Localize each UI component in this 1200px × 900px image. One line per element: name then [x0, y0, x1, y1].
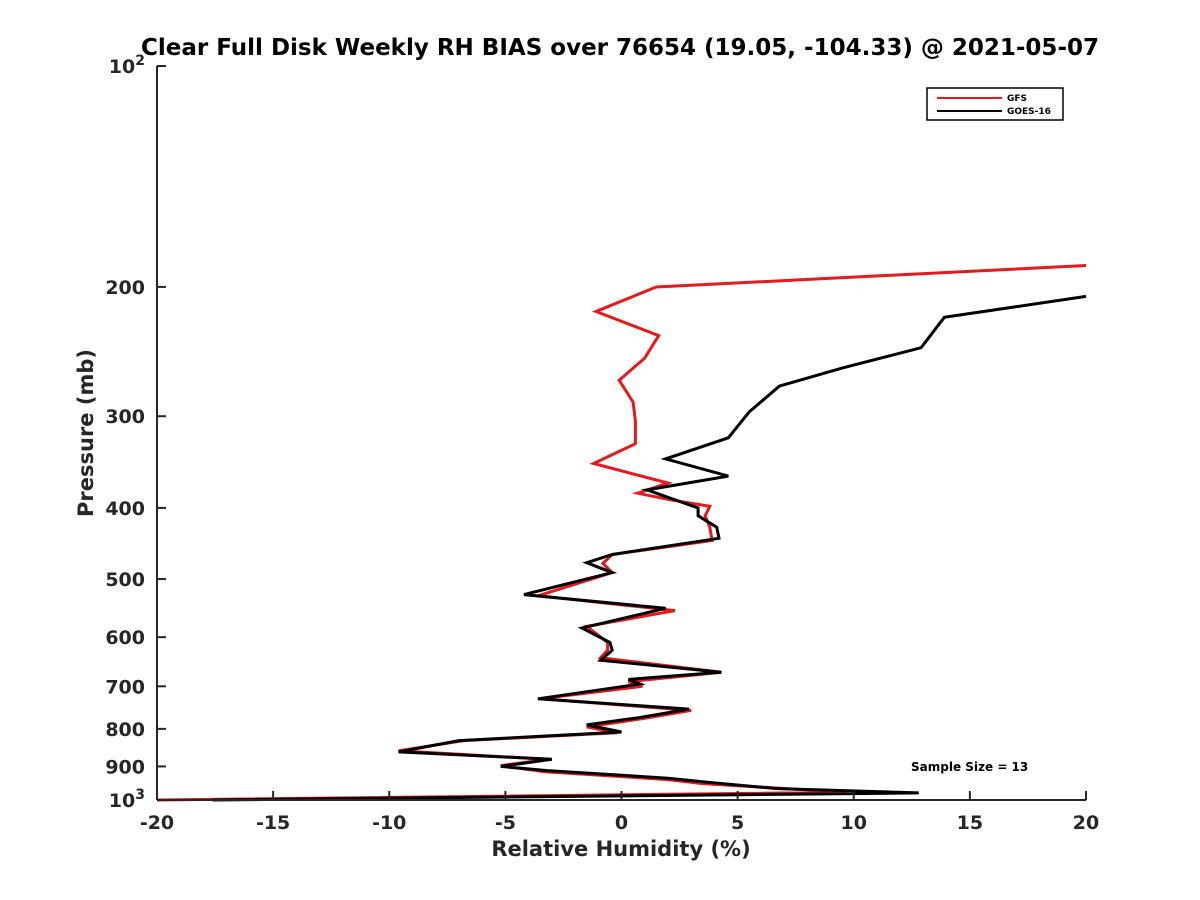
x-tick-label: 20 [1073, 812, 1099, 834]
y-tick-label: 102 [109, 53, 145, 78]
legend: GFS GOES-16 [926, 87, 1064, 121]
legend-label-goes-16: GOES-16 [1007, 107, 1051, 117]
x-tick-label: 10 [841, 812, 867, 834]
x-tick-label: 0 [615, 812, 628, 834]
legend-label-gfs: GFS [1007, 94, 1027, 104]
x-tick-label: -10 [372, 812, 406, 834]
y-tick-label: 500 [105, 569, 145, 591]
chart-title: Clear Full Disk Weekly RH BIAS over 7665… [141, 35, 1099, 61]
x-tick-label: -5 [495, 812, 516, 834]
y-axis-label: Pressure (mb) [74, 349, 98, 517]
series-line-goes-16 [212, 294, 1087, 802]
x-ticks: -20 -15 -10 -5 0 5 10 15 20 [140, 791, 1099, 834]
y-tick-label: 200 [105, 277, 145, 299]
y-tick-label: 400 [105, 498, 145, 520]
y-tick-label: 300 [105, 406, 145, 428]
legend-box [926, 87, 1064, 121]
y-tick-label: 600 [105, 627, 145, 649]
x-tick-label: 5 [731, 812, 744, 834]
y-tick-label: 700 [105, 676, 145, 698]
y-tick-label: 800 [105, 719, 145, 741]
x-tick-label: 15 [957, 812, 983, 834]
y-tick-label: 103 [109, 787, 145, 812]
y-ticks: 102 200 300 400 500 600 700 800 900 103 [105, 53, 166, 812]
plot-area [156, 66, 1087, 802]
y-tick-label: 900 [105, 756, 145, 778]
x-tick-label: -20 [140, 812, 174, 834]
x-axis-label: Relative Humidity (%) [491, 837, 750, 861]
series-layer [156, 264, 1087, 802]
sample-size-annotation: Sample Size = 13 [911, 760, 1028, 774]
x-tick-label: -15 [256, 812, 290, 834]
